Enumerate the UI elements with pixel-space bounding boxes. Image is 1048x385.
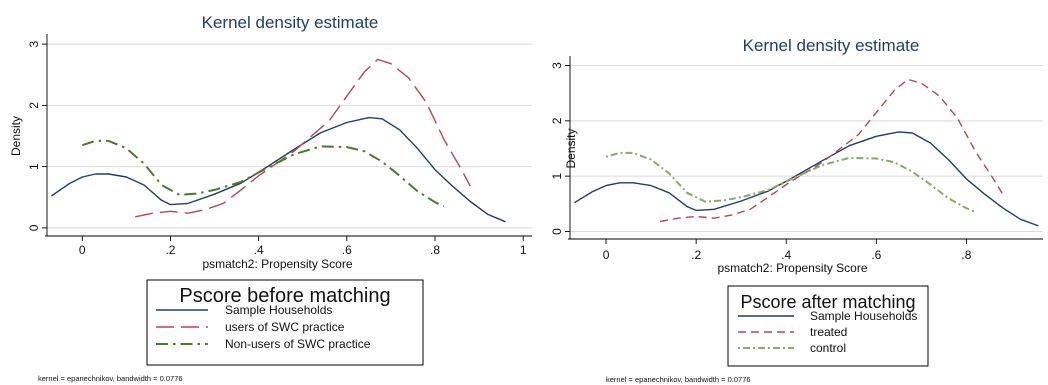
legend-title: Pscore after matching bbox=[740, 292, 915, 312]
x-tick-label: .6 bbox=[342, 243, 352, 257]
y-tick-label: 3 bbox=[27, 40, 41, 47]
y-tick-label: 2 bbox=[550, 117, 564, 124]
legend-box bbox=[727, 285, 929, 367]
kde-panel-1: 0 1 2 3 0 .2 .4 .6 .8 1 Kernel density estimate psm… bbox=[9, 13, 532, 383]
legend-label: control bbox=[810, 341, 846, 355]
legend-label: Non-users of SWC practice bbox=[225, 337, 371, 351]
series-line-3 bbox=[81, 139, 445, 208]
legend-label: users of SWC practice bbox=[225, 320, 345, 334]
series-line-1 bbox=[51, 116, 506, 223]
legend-label: treated bbox=[810, 325, 847, 339]
series-line-2 bbox=[135, 58, 471, 218]
legend-box bbox=[146, 279, 424, 366]
y-tick-label: 1 bbox=[550, 173, 564, 180]
kernel-note: kernel = epanechnikov, bandwidth = 0.077… bbox=[606, 375, 751, 384]
chart-title: Kernel density estimate bbox=[743, 36, 920, 55]
y-tick-label: 3 bbox=[550, 62, 564, 69]
x-axis-title: psmatch2: Propensity Score bbox=[202, 257, 352, 271]
series-line-2 bbox=[659, 78, 1004, 223]
x-tick-label: .4 bbox=[781, 248, 791, 262]
y-axis-title: Density bbox=[564, 128, 578, 168]
y-axis-title: Density bbox=[9, 116, 23, 156]
y-tick-label: 2 bbox=[27, 102, 41, 109]
x-tick-label: 1 bbox=[520, 243, 527, 257]
y-tick-label: 0 bbox=[550, 228, 564, 235]
chart-title: Kernel density estimate bbox=[202, 13, 379, 32]
x-axis-title: psmatch2: Propensity Score bbox=[717, 261, 867, 275]
x-tick-label: .4 bbox=[254, 243, 264, 257]
x-tick-label: .8 bbox=[961, 248, 971, 262]
x-tick-label: 0 bbox=[79, 243, 86, 257]
legend-label: Sample Households bbox=[225, 303, 332, 317]
x-tick-label: .2 bbox=[691, 248, 701, 262]
legend-title: Pscore before matching bbox=[179, 285, 390, 307]
x-tick-label: .2 bbox=[165, 243, 175, 257]
series-line-1 bbox=[574, 131, 1039, 227]
y-tick-label: 0 bbox=[27, 224, 41, 231]
y-tick-label: 1 bbox=[27, 163, 41, 170]
x-tick-label: .6 bbox=[871, 248, 881, 262]
x-tick-label: 0 bbox=[603, 248, 610, 262]
legend-label: Sample Households bbox=[810, 309, 917, 323]
x-tick-label: .8 bbox=[430, 243, 440, 257]
kernel-note: kernel = epanechnikov, bandwidth = 0.077… bbox=[38, 374, 183, 383]
kde-panel-2: 0 1 2 3 0 .2 .4 .6 .8 Kernel density estimate psma… bbox=[550, 36, 1043, 384]
series-line-3 bbox=[605, 151, 976, 214]
